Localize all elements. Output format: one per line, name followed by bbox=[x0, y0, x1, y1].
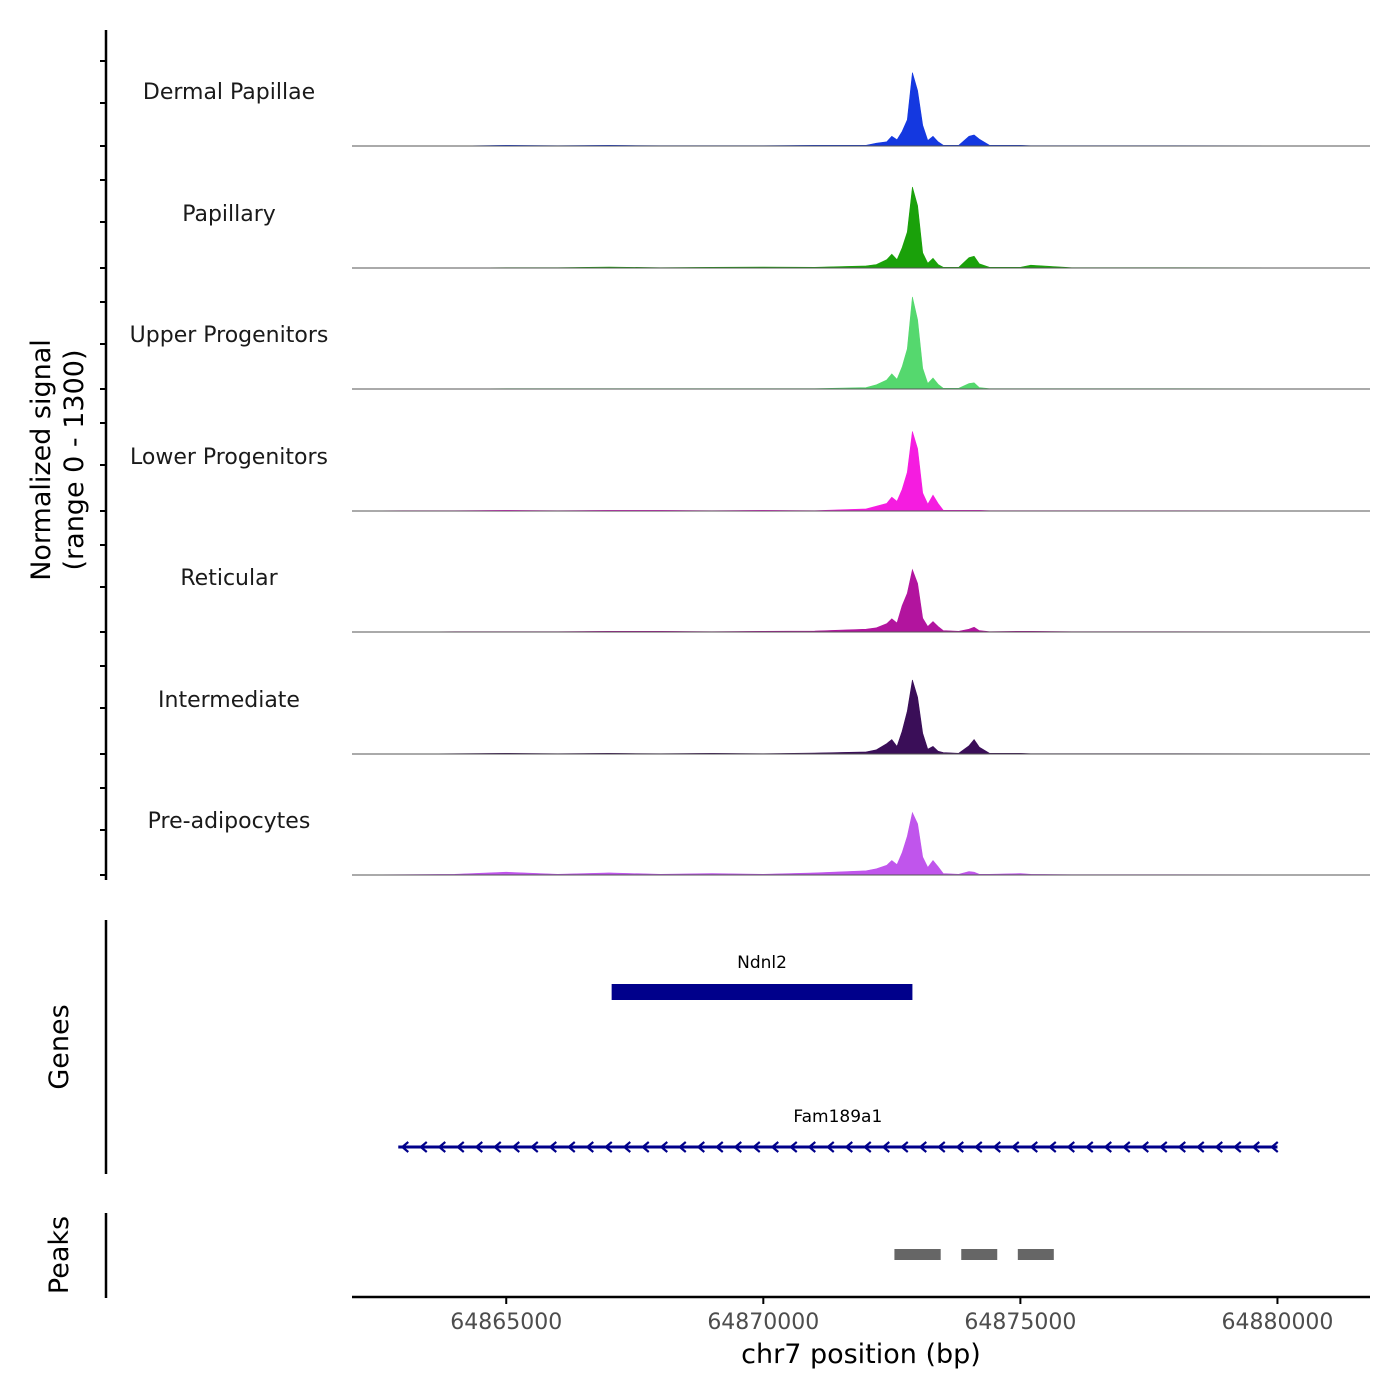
genes-track: Ndnl2 Fam189a1 bbox=[398, 953, 1279, 1153]
gene-label: Ndnl2 bbox=[737, 953, 787, 973]
x-axis-ticks: 64865000 64870000 64875000 64880000 bbox=[450, 1297, 1333, 1335]
strand-arrow bbox=[1122, 1141, 1131, 1153]
track-lower-progenitors: Lower Progenitors bbox=[130, 431, 1371, 512]
strand-arrow bbox=[1085, 1141, 1094, 1153]
strand-arrow bbox=[622, 1141, 631, 1153]
strand-arrow bbox=[826, 1141, 835, 1153]
x-tick-label: 64880000 bbox=[1221, 1310, 1333, 1335]
strand-arrow bbox=[1177, 1141, 1186, 1153]
strand-arrow bbox=[733, 1141, 742, 1153]
strand-arrow bbox=[844, 1141, 853, 1153]
strand-arrow bbox=[1159, 1141, 1168, 1153]
gene-label: Fam189a1 bbox=[793, 1107, 882, 1127]
signal-area bbox=[352, 296, 1371, 390]
strand-arrow bbox=[456, 1141, 465, 1153]
signal-area bbox=[351, 431, 1371, 512]
strand-arrow bbox=[863, 1141, 872, 1153]
peaks-track-label: Peaks bbox=[44, 1216, 75, 1294]
genes-track-label: Genes bbox=[44, 1004, 75, 1089]
strand-arrow bbox=[752, 1141, 761, 1153]
strand-arrow bbox=[696, 1141, 705, 1153]
strand-arrow bbox=[1233, 1141, 1242, 1153]
x-axis-label: chr7 position (bp) bbox=[741, 1339, 981, 1370]
strand-arrow bbox=[770, 1141, 779, 1153]
strand-arrow bbox=[474, 1141, 483, 1153]
strand-arrow bbox=[604, 1141, 613, 1153]
track-label: Lower Progenitors bbox=[130, 445, 328, 470]
strand-arrow bbox=[400, 1141, 409, 1153]
strand-arrow bbox=[789, 1141, 798, 1153]
track-label: Dermal Papillae bbox=[143, 80, 315, 105]
track-pre-adipocytes: Pre-adipocytes bbox=[148, 809, 1371, 876]
strand-arrow bbox=[1103, 1141, 1112, 1153]
strand-arrow bbox=[678, 1141, 687, 1153]
strand-arrow bbox=[881, 1141, 890, 1153]
strand-arrow bbox=[1196, 1141, 1205, 1153]
signal-axis-label-line1: Normalized signal bbox=[26, 339, 57, 581]
strand-arrow bbox=[493, 1141, 502, 1153]
gene-exon bbox=[611, 984, 913, 1000]
track-reticular: Reticular bbox=[180, 566, 1371, 633]
signal-area bbox=[352, 568, 1371, 633]
track-label: Upper Progenitors bbox=[130, 323, 329, 348]
gene-ndnl2: Ndnl2 bbox=[611, 953, 913, 1000]
x-tick-label: 64875000 bbox=[964, 1310, 1076, 1335]
strand-arrow bbox=[1251, 1141, 1260, 1153]
signal-tracks: Dermal Papillae Papillary Upper Progenitor… bbox=[130, 72, 1371, 876]
strand-arrow bbox=[511, 1141, 520, 1153]
strand-arrow bbox=[530, 1141, 539, 1153]
strand-arrow bbox=[900, 1141, 909, 1153]
track-intermediate: Intermediate bbox=[158, 679, 1371, 755]
track-label: Reticular bbox=[180, 566, 278, 591]
strand-arrow bbox=[1066, 1141, 1075, 1153]
strand-arrow bbox=[1214, 1141, 1223, 1153]
track-label: Intermediate bbox=[158, 688, 300, 713]
signal-axis-label-line2: (range 0 - 1300) bbox=[59, 350, 90, 571]
strand-arrow bbox=[1140, 1141, 1149, 1153]
signal-area bbox=[352, 186, 1371, 269]
strand-arrow bbox=[807, 1141, 816, 1153]
track-papillary: Papillary bbox=[182, 186, 1371, 269]
strand-arrow bbox=[992, 1141, 1001, 1153]
strand-arrow bbox=[659, 1141, 668, 1153]
strand-arrow bbox=[567, 1141, 576, 1153]
track-label: Pre-adipocytes bbox=[148, 809, 311, 834]
strand-arrow bbox=[1029, 1141, 1038, 1153]
peak-region bbox=[894, 1249, 941, 1260]
strand-arrow bbox=[918, 1141, 927, 1153]
strand-arrow bbox=[548, 1141, 557, 1153]
strand-arrow bbox=[937, 1141, 946, 1153]
strand-arrow bbox=[1270, 1141, 1279, 1153]
strand-arrow bbox=[1048, 1141, 1057, 1153]
strand-arrow bbox=[974, 1141, 983, 1153]
gene-fam189a1: Fam189a1 bbox=[398, 1107, 1279, 1153]
track-label: Papillary bbox=[182, 202, 276, 227]
track-dermal-papillae: Dermal Papillae bbox=[143, 72, 1371, 147]
strand-arrow bbox=[1011, 1141, 1020, 1153]
strand-arrow bbox=[419, 1141, 428, 1153]
x-tick-label: 64870000 bbox=[707, 1310, 819, 1335]
signal-area bbox=[351, 811, 1371, 876]
x-tick-label: 64865000 bbox=[450, 1310, 562, 1335]
strand-arrow bbox=[955, 1141, 964, 1153]
strand-arrow bbox=[715, 1141, 724, 1153]
signal-area bbox=[352, 72, 1371, 147]
strand-arrow bbox=[641, 1141, 650, 1153]
strand-arrow bbox=[437, 1141, 446, 1153]
peak-region bbox=[1017, 1249, 1054, 1260]
track-upper-progenitors: Upper Progenitors bbox=[130, 296, 1371, 390]
signal-area bbox=[352, 679, 1371, 755]
peaks-track bbox=[894, 1249, 1054, 1260]
signal-axis-ticks bbox=[100, 60, 106, 876]
strand-arrow bbox=[585, 1141, 594, 1153]
peak-region bbox=[961, 1249, 998, 1260]
